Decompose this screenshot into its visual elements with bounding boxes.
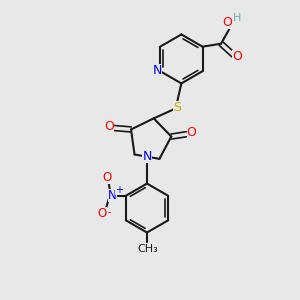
Text: O: O [222,16,232,29]
Text: CH₃: CH₃ [137,244,158,254]
Text: O: O [232,50,242,63]
Text: -: - [108,208,111,218]
Text: N: N [153,64,162,77]
Text: N: N [142,150,152,163]
Text: N: N [108,189,117,202]
Text: S: S [173,101,181,114]
Text: O: O [187,127,196,140]
Text: H: H [233,13,241,23]
Text: +: + [115,185,123,195]
Text: O: O [102,171,112,184]
Text: O: O [104,120,114,133]
Text: O: O [98,207,107,220]
